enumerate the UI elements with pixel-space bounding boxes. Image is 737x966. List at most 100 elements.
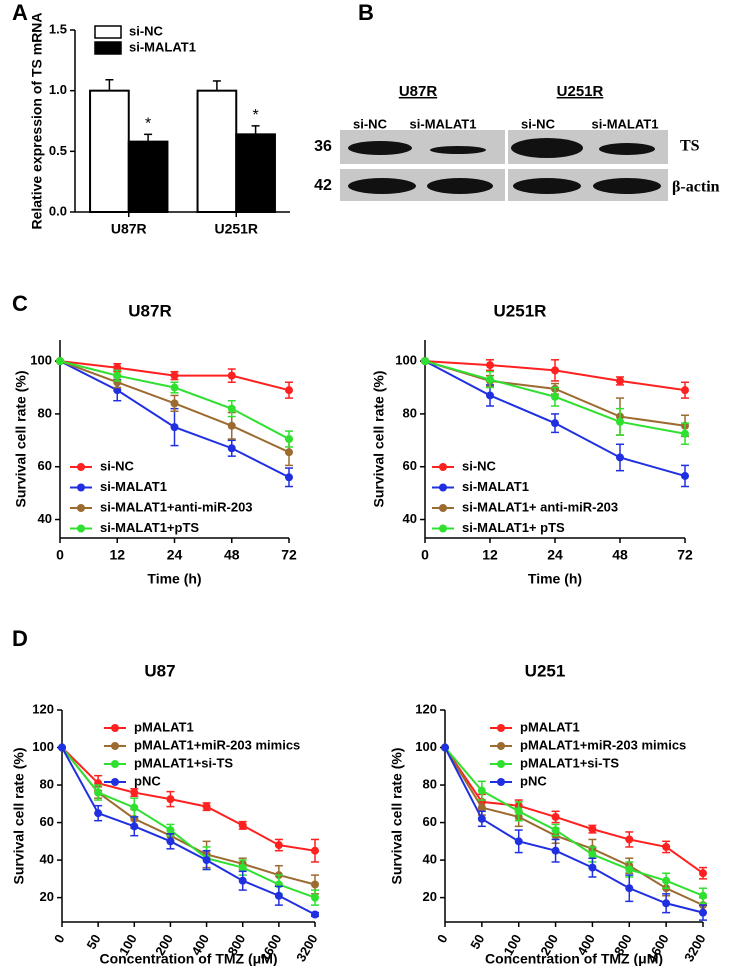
legend-marker: [497, 742, 505, 750]
bar: [196, 89, 238, 213]
band: [348, 178, 416, 194]
y-tick-label: 1.0: [49, 82, 67, 97]
band: [513, 178, 581, 194]
point: [130, 822, 139, 831]
lane-label: si-NC: [353, 116, 388, 131]
point: [551, 846, 560, 855]
point: [625, 835, 634, 844]
chart-title: U251R: [494, 301, 547, 320]
point: [274, 891, 283, 900]
point: [311, 893, 319, 902]
point: [588, 850, 597, 859]
lane-label: si-MALAT1: [410, 116, 477, 131]
point: [94, 788, 103, 797]
band: [427, 178, 493, 194]
point: [681, 429, 689, 438]
y-tick-label: 120: [415, 701, 437, 716]
x-axis-label: Time (h): [528, 571, 582, 587]
panel-label: C: [12, 291, 28, 316]
point: [238, 863, 247, 872]
western-blot: B U87R U251R si-NC si-MALAT1 si-NC si-MA…: [314, 0, 720, 201]
point: [514, 807, 523, 816]
point: [58, 743, 66, 752]
legend-label: pMALAT1+miR-203 mimics: [134, 737, 300, 752]
point: [588, 825, 597, 834]
legend-label: pMALAT1+si-TS: [134, 755, 233, 770]
point: [551, 366, 559, 375]
legend-label: si-NC: [462, 458, 497, 473]
legend-label: si-MALAT1: [129, 39, 196, 54]
x-tick-label: 3200: [681, 932, 708, 965]
line: [61, 747, 316, 916]
band: [348, 141, 412, 155]
legend-label: pMALAT1: [134, 719, 194, 734]
point: [285, 448, 293, 457]
legend-swatch: [94, 25, 122, 39]
line: [444, 746, 704, 897]
y-tick-label: 20: [423, 889, 437, 904]
point: [238, 821, 247, 830]
legend-label: si-NC: [100, 458, 135, 473]
legend-marker: [497, 724, 505, 732]
line: [444, 746, 704, 875]
y-tick-label: 120: [32, 701, 54, 716]
point: [227, 421, 236, 430]
chart-title: U87: [144, 661, 175, 680]
x-tick-label: 48: [224, 547, 240, 563]
band: [593, 178, 661, 194]
y-axis-label: Relative expression of TS mRNA: [29, 12, 45, 229]
point: [616, 376, 624, 385]
point: [166, 795, 175, 804]
point: [551, 826, 560, 835]
x-tick-label: 50: [467, 932, 487, 952]
cell-line: U87R: [399, 83, 438, 100]
legend-marker: [439, 524, 447, 533]
point: [170, 383, 179, 392]
y-axis-label: Survival cell rate (%): [11, 748, 27, 885]
y-tick-label: 80: [40, 776, 54, 791]
legend-marker: [111, 742, 119, 750]
y-tick-label: 1.5: [49, 21, 67, 36]
y-tick-label: 40: [40, 852, 54, 867]
line: [444, 747, 704, 914]
point: [551, 392, 559, 401]
point: [616, 453, 624, 462]
point: [166, 826, 175, 835]
point: [202, 856, 211, 865]
legend-marker: [77, 463, 85, 471]
y-tick-label: 80: [38, 405, 52, 420]
legend-marker: [497, 760, 505, 768]
bar: [235, 133, 276, 213]
point: [551, 419, 559, 428]
point: [421, 357, 429, 366]
legend-label: pNC: [134, 773, 161, 788]
panel-label: B: [358, 0, 374, 25]
legend-marker: [111, 724, 119, 732]
point: [311, 910, 319, 919]
x-tick-label: 72: [677, 547, 693, 563]
legend-marker: [497, 778, 505, 786]
panel-label: D: [12, 626, 28, 651]
legend-label: pMALAT1: [520, 719, 580, 734]
x-tick-label: 72: [281, 547, 297, 563]
point: [477, 786, 486, 795]
point: [227, 371, 236, 380]
y-axis-label: Survival cell rate (%): [13, 371, 29, 508]
point: [477, 803, 486, 812]
x-axis-label: Time (h): [147, 571, 201, 587]
legend-label: pMALAT1+si-TS: [520, 755, 619, 770]
cell-line: U251R: [557, 83, 604, 100]
x-tick-label: 48: [612, 547, 628, 563]
protein-label: TS: [680, 138, 700, 155]
legend-swatch: [94, 41, 122, 55]
point: [551, 812, 560, 821]
chart-title: U87R: [128, 301, 171, 320]
point: [514, 837, 523, 846]
x-tick-label: 12: [482, 547, 498, 563]
point: [238, 876, 247, 885]
legend-marker: [111, 778, 119, 786]
legend-marker: [77, 504, 85, 512]
point: [662, 899, 671, 908]
point: [170, 371, 179, 380]
